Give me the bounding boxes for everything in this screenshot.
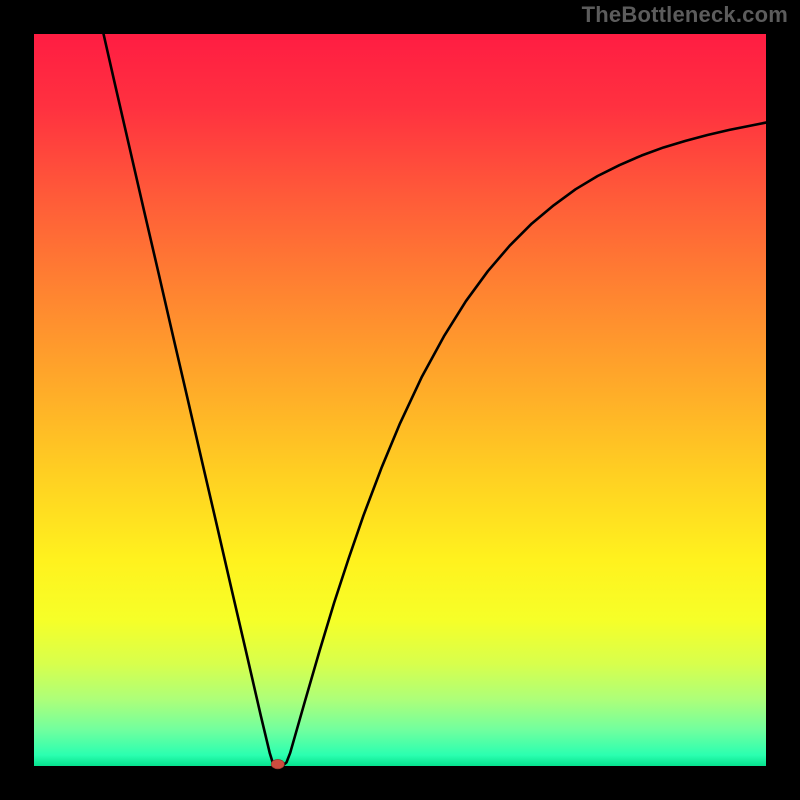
watermark-text: TheBottleneck.com xyxy=(582,2,788,28)
minimum-marker xyxy=(271,759,284,769)
chart-wrapper: TheBottleneck.com xyxy=(0,0,800,800)
bottleneck-curve-chart xyxy=(0,0,800,800)
plot-background xyxy=(34,34,766,766)
